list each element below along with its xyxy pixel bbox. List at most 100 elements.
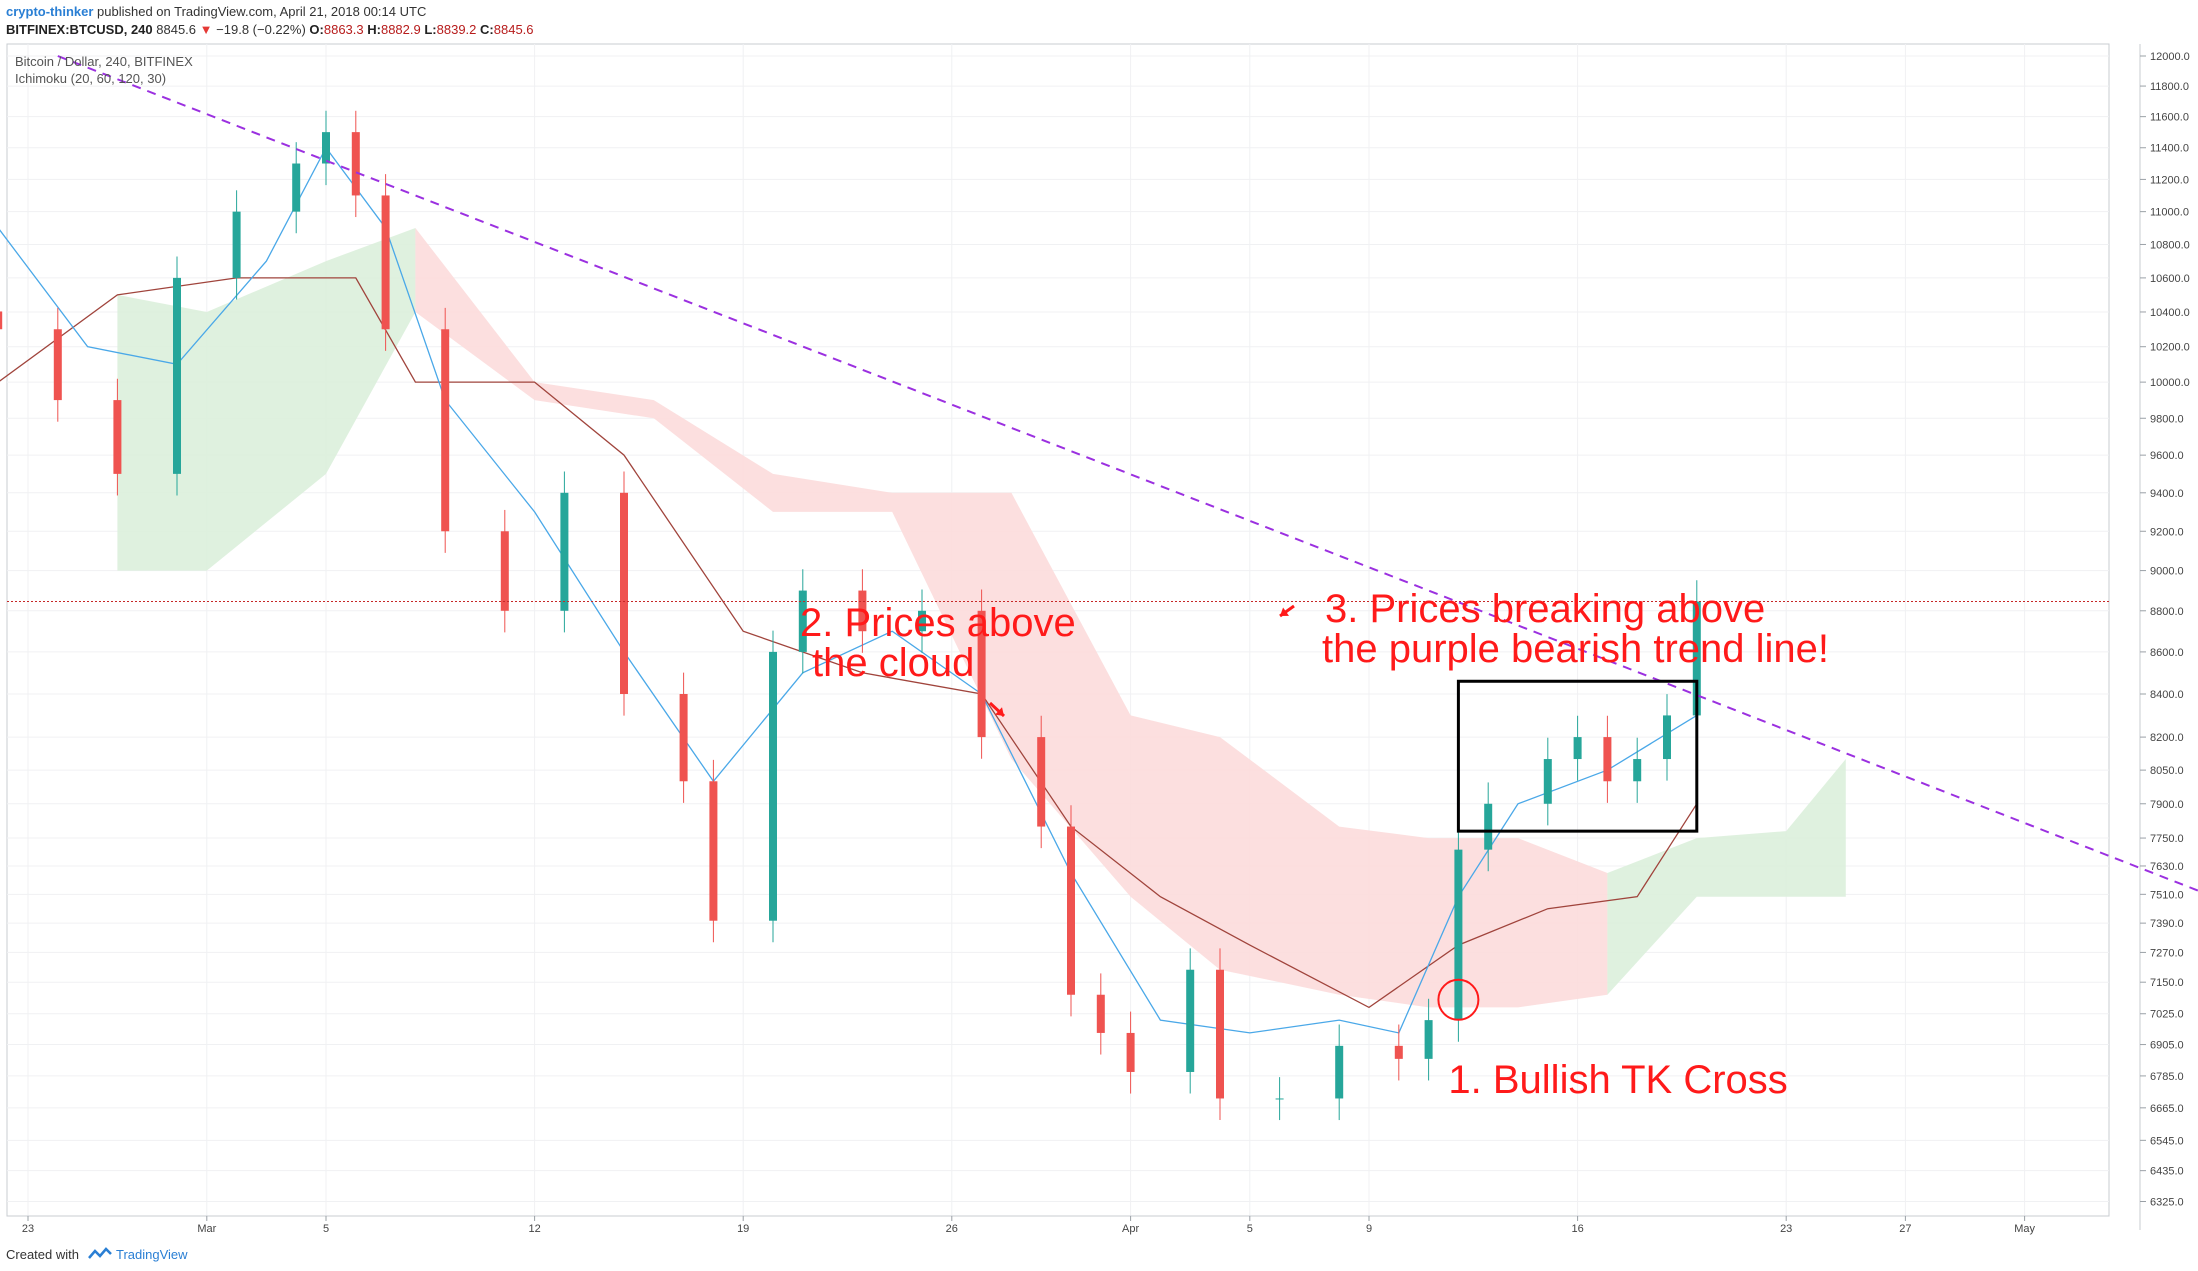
published-text: published on TradingView.com, April 21, … bbox=[97, 4, 427, 19]
symbol-info: BITFINEX:BTCUSD, 240 8845.6 ▼ −19.8 (−0.… bbox=[6, 22, 534, 37]
low-value: 8839.2 bbox=[436, 22, 477, 37]
candle-body bbox=[1067, 826, 1075, 995]
y-tick-label: 9800.0 bbox=[2150, 413, 2184, 425]
trend-break-arrow-icon-head bbox=[1280, 607, 1289, 616]
candle-body bbox=[232, 211, 241, 278]
y-tick-label: 9200.0 bbox=[2150, 526, 2184, 538]
candle-body bbox=[53, 329, 62, 401]
annotation-trend-break-2: the purple bearish trend line! bbox=[1322, 627, 1829, 671]
high-label: H: bbox=[367, 22, 381, 37]
x-tick-label: 5 bbox=[323, 1223, 329, 1235]
open-label: O: bbox=[309, 22, 324, 37]
candle-body bbox=[769, 651, 777, 921]
low-label: L: bbox=[424, 22, 437, 37]
annotation-above-cloud-2: the cloud bbox=[812, 641, 974, 685]
y-tick-label: 7025.0 bbox=[2150, 1009, 2184, 1021]
y-tick-label: 6545.0 bbox=[2150, 1135, 2184, 1147]
candle-body bbox=[1543, 759, 1552, 804]
kijun-line bbox=[0, 277, 1698, 1009]
y-tick-label: 6905.0 bbox=[2150, 1040, 2184, 1052]
x-tick-label: 23 bbox=[22, 1223, 34, 1235]
y-tick-label: 9000.0 bbox=[2150, 566, 2184, 578]
author-link[interactable]: crypto-thinker bbox=[6, 4, 94, 19]
candle-body bbox=[1663, 715, 1671, 760]
y-tick-label: 10600.0 bbox=[2150, 273, 2190, 285]
y-tick-label: 7750.0 bbox=[2150, 833, 2184, 845]
y-tick-label: 8200.0 bbox=[2150, 732, 2184, 744]
candle-body bbox=[0, 311, 3, 330]
candle-body bbox=[620, 492, 628, 694]
candle-body bbox=[1484, 803, 1493, 850]
candle-body bbox=[918, 610, 926, 632]
time-axis[interactable]: 23 Mar 5 12 19 26 Apr 5 9 16 23 27 May bbox=[7, 1215, 2109, 1235]
y-tick-label: 10400.0 bbox=[2150, 307, 2190, 319]
candle-body bbox=[1692, 601, 1701, 716]
publish-info: crypto-thinker published on TradingView.… bbox=[6, 4, 426, 19]
candle-body bbox=[1216, 969, 1224, 1099]
indicator-legend: Ichimoku (20, 60, 120, 30) bbox=[15, 71, 166, 86]
y-tick-label: 10200.0 bbox=[2150, 342, 2190, 354]
annotation-trend-break-1: 3. Prices breaking above bbox=[1325, 587, 1765, 631]
y-tick-label: 8800.0 bbox=[2150, 606, 2184, 618]
high-value: 8882.9 bbox=[380, 22, 421, 37]
candle-body bbox=[1573, 737, 1582, 760]
chart-legend-title: Bitcoin / Dollar, 240, BITFINEX bbox=[15, 54, 193, 69]
x-tick-label: 5 bbox=[1247, 1223, 1253, 1235]
y-tick-label: 11400.0 bbox=[2150, 143, 2189, 155]
y-tick-label: 11000.0 bbox=[2150, 207, 2189, 219]
tradingview-brand-link[interactable]: TradingView bbox=[116, 1247, 188, 1262]
y-tick-label: 7630.0 bbox=[2150, 861, 2184, 873]
price-axis[interactable]: 12000.0 11800.0 11600.0 11400.0 11200.0 11000… bbox=[2139, 44, 2190, 1230]
y-tick-label: 7900.0 bbox=[2150, 799, 2184, 811]
x-tick-label: Mar bbox=[197, 1223, 216, 1235]
close-label: C: bbox=[480, 22, 494, 37]
candle-body bbox=[1126, 1032, 1135, 1072]
y-tick-label: 8400.0 bbox=[2150, 689, 2184, 701]
x-tick-label: 26 bbox=[946, 1223, 958, 1235]
bearish-trend-line bbox=[57, 55, 2198, 892]
candle-body bbox=[709, 781, 718, 921]
footer: Created with TradingView bbox=[0, 1236, 2198, 1271]
candle-body bbox=[977, 610, 986, 738]
y-tick-label: 6325.0 bbox=[2150, 1196, 2184, 1208]
x-tick-label: 19 bbox=[737, 1223, 749, 1235]
y-tick-label: 7150.0 bbox=[2150, 977, 2184, 989]
candle-body bbox=[381, 195, 390, 330]
y-tick-label: 6785.0 bbox=[2150, 1071, 2184, 1083]
candle-body bbox=[1186, 969, 1195, 1072]
x-tick-label: Apr bbox=[1122, 1223, 1139, 1235]
candle-body bbox=[560, 492, 569, 611]
candle-body bbox=[1037, 737, 1046, 827]
ichimoku-cloud bbox=[117, 228, 1846, 1008]
y-tick-label: 10000.0 bbox=[2150, 377, 2190, 389]
y-tick-label: 7510.0 bbox=[2150, 889, 2184, 901]
candle-body bbox=[322, 132, 330, 164]
tradingview-logo-icon[interactable] bbox=[88, 1247, 112, 1261]
candle-body bbox=[351, 132, 360, 196]
y-tick-label: 9600.0 bbox=[2150, 450, 2184, 462]
bullish-cloud bbox=[117, 228, 416, 571]
y-tick-label: 7270.0 bbox=[2150, 947, 2184, 959]
candle-body bbox=[441, 329, 450, 532]
created-with-text: Created with bbox=[6, 1247, 79, 1262]
candle-body bbox=[1603, 737, 1612, 782]
tk-cross-circle bbox=[1437, 978, 1480, 1021]
candle-body bbox=[500, 531, 509, 611]
x-tick-label: 12 bbox=[528, 1223, 540, 1235]
annotation-above-cloud-1: 2. Prices above bbox=[800, 601, 1076, 645]
x-tick-label: 27 bbox=[1899, 1223, 1911, 1235]
y-tick-label: 10800.0 bbox=[2150, 239, 2190, 251]
candle-body bbox=[1096, 994, 1105, 1033]
price-change: −19.8 (−0.22%) bbox=[216, 22, 306, 37]
open-value: 8863.3 bbox=[323, 22, 364, 37]
y-tick-label: 11800.0 bbox=[2150, 81, 2189, 93]
candle-body bbox=[1454, 849, 1463, 1021]
y-tick-label: 6665.0 bbox=[2150, 1103, 2184, 1115]
down-arrow-icon: ▼ bbox=[199, 22, 213, 37]
x-tick-label: May bbox=[2014, 1223, 2035, 1235]
y-tick-label: 11600.0 bbox=[2150, 112, 2189, 124]
y-tick-label: 6435.0 bbox=[2150, 1166, 2184, 1178]
y-tick-label: 9400.0 bbox=[2150, 488, 2184, 500]
candle-body bbox=[292, 163, 301, 212]
